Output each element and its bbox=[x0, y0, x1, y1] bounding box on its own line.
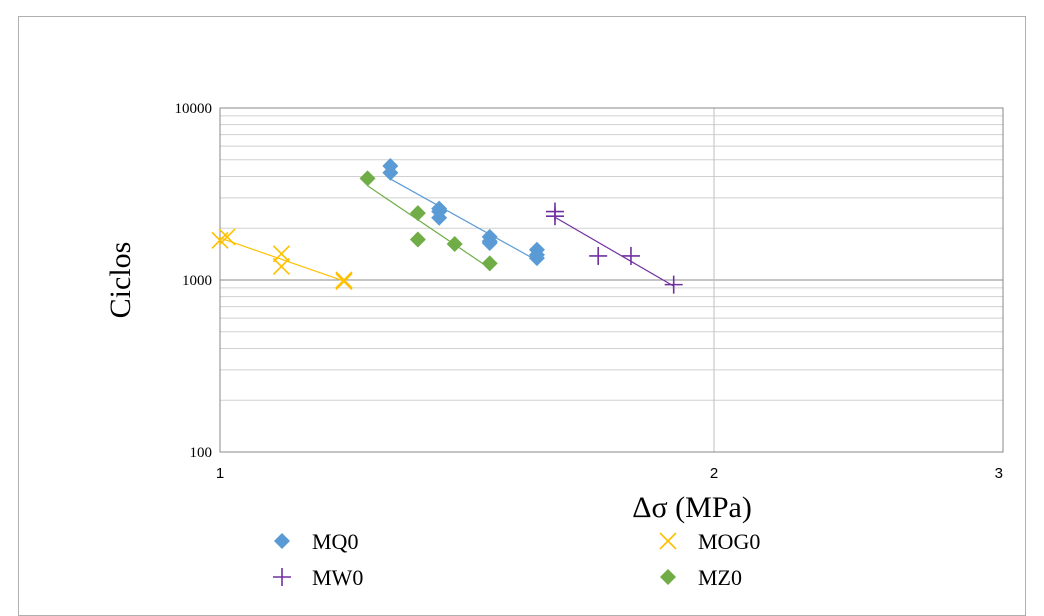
data-point-mz0 bbox=[446, 235, 463, 252]
data-point-mw0 bbox=[589, 246, 608, 265]
y-axis-title: Ciclos bbox=[104, 242, 137, 319]
trendline bbox=[219, 237, 345, 282]
legend-marker-mog0 bbox=[659, 532, 677, 550]
data-point-mz0 bbox=[409, 231, 426, 248]
grid-layer bbox=[220, 108, 1003, 452]
trendline bbox=[554, 216, 675, 287]
y-tick-label: 100 bbox=[190, 445, 213, 461]
data-point-mz0 bbox=[481, 255, 498, 272]
data-point-mw0 bbox=[664, 275, 683, 294]
legend-marker-mz0 bbox=[660, 569, 676, 585]
x-tick-label: 2 bbox=[710, 465, 718, 482]
legend-label-mq0: MQ0 bbox=[312, 529, 358, 554]
data-point-mz0 bbox=[359, 170, 376, 187]
data-point-mz0 bbox=[409, 205, 426, 222]
data-point-mw0 bbox=[545, 207, 564, 226]
y-tick-label: 1000 bbox=[182, 273, 212, 289]
data-point-mq0 bbox=[481, 235, 498, 252]
marks-layer bbox=[211, 158, 683, 294]
plot-area bbox=[219, 107, 1004, 453]
legend-marker-mw0 bbox=[273, 568, 291, 586]
legend: MQ0 MOG0 MW0 MZ0 bbox=[273, 529, 760, 590]
tick-label-layer: 100 1000 10000 1 2 3 bbox=[175, 101, 1004, 482]
data-point-mog0 bbox=[218, 228, 236, 246]
data-point-mq0 bbox=[528, 250, 545, 267]
x-tick-label: 3 bbox=[995, 465, 1003, 482]
data-point-mw0 bbox=[621, 246, 640, 265]
x-tick-label: 1 bbox=[216, 465, 224, 482]
legend-label-mog0: MOG0 bbox=[698, 529, 760, 554]
data-point-mog0 bbox=[272, 257, 290, 275]
trendline bbox=[367, 185, 491, 269]
legend-label-mw0: MW0 bbox=[312, 565, 363, 590]
data-point-mog0 bbox=[335, 271, 353, 289]
y-tick-label: 10000 bbox=[175, 101, 213, 117]
x-axis-title: Δσ (MPa) bbox=[632, 491, 752, 524]
legend-marker-mq0 bbox=[274, 533, 290, 549]
trendline bbox=[390, 178, 538, 262]
data-point-mog0 bbox=[272, 245, 290, 263]
data-point-mog0 bbox=[335, 272, 353, 291]
data-point-mq0 bbox=[382, 164, 399, 181]
data-point-mq0 bbox=[431, 209, 448, 226]
legend-label-mz0: MZ0 bbox=[698, 565, 742, 590]
trendline-layer bbox=[219, 178, 675, 287]
